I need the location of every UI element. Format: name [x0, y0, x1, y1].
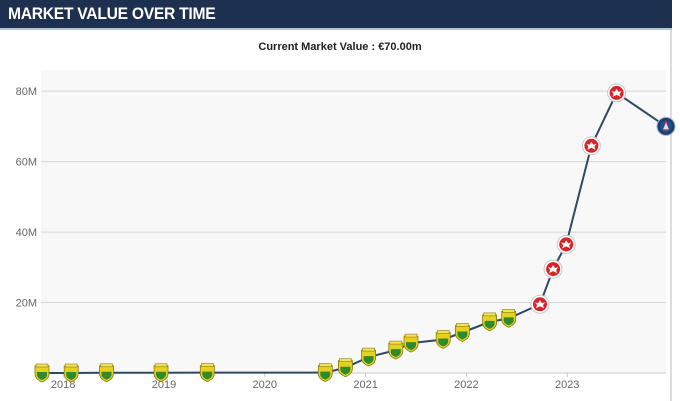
data-point-nantes-crest-icon[interactable]: [99, 363, 114, 383]
data-point-nantes-crest-icon[interactable]: [317, 363, 333, 383]
data-point-nantes-crest-icon[interactable]: [482, 312, 498, 332]
x-tick-label: 2018: [51, 379, 75, 391]
section-title: MARKET VALUE OVER TIME: [8, 4, 216, 23]
data-point-nantes-crest-icon[interactable]: [454, 323, 470, 342]
data-point-nantes-crest-icon[interactable]: [361, 347, 377, 367]
data-point-eintracht-crest-icon[interactable]: [581, 136, 601, 156]
y-tick-label: 40M: [16, 227, 37, 239]
data-point-nantes-crest-icon[interactable]: [388, 340, 404, 360]
data-point-nantes-crest-icon[interactable]: [337, 358, 353, 378]
x-tick-label: 2023: [555, 379, 579, 391]
data-point-eintracht-crest-icon[interactable]: [543, 259, 563, 279]
data-point-nantes-crest-icon[interactable]: [153, 363, 169, 383]
data-point-psg-crest-icon[interactable]: [656, 116, 676, 136]
chart-frame: [0, 30, 672, 401]
data-point-nantes-crest-icon[interactable]: [199, 363, 215, 383]
x-tick-label: 2022: [454, 379, 478, 391]
data-point-nantes-crest-icon[interactable]: [34, 363, 50, 383]
chart-title: Current Market Value : €70.00m: [258, 41, 422, 53]
data-point-eintracht-crest-icon[interactable]: [530, 294, 550, 314]
y-tick-label: 20M: [16, 298, 37, 310]
header-bar: MARKET VALUE OVER TIME: [0, 0, 672, 30]
data-point-nantes-crest-icon[interactable]: [435, 330, 451, 349]
x-tick-label: 2019: [152, 379, 176, 391]
data-point-nantes-crest-icon[interactable]: [403, 333, 419, 353]
y-tick-label: 80M: [16, 86, 37, 98]
data-point-eintracht-crest-icon[interactable]: [607, 83, 627, 103]
data-point-nantes-crest-icon[interactable]: [501, 309, 517, 328]
data-point-nantes-crest-icon[interactable]: [63, 363, 79, 383]
y-tick-label: 60M: [16, 157, 37, 169]
data-point-eintracht-crest-icon[interactable]: [556, 234, 576, 254]
x-tick-label: 2021: [353, 379, 377, 391]
x-tick-label: 2020: [253, 379, 277, 391]
plot-area: [41, 70, 666, 373]
